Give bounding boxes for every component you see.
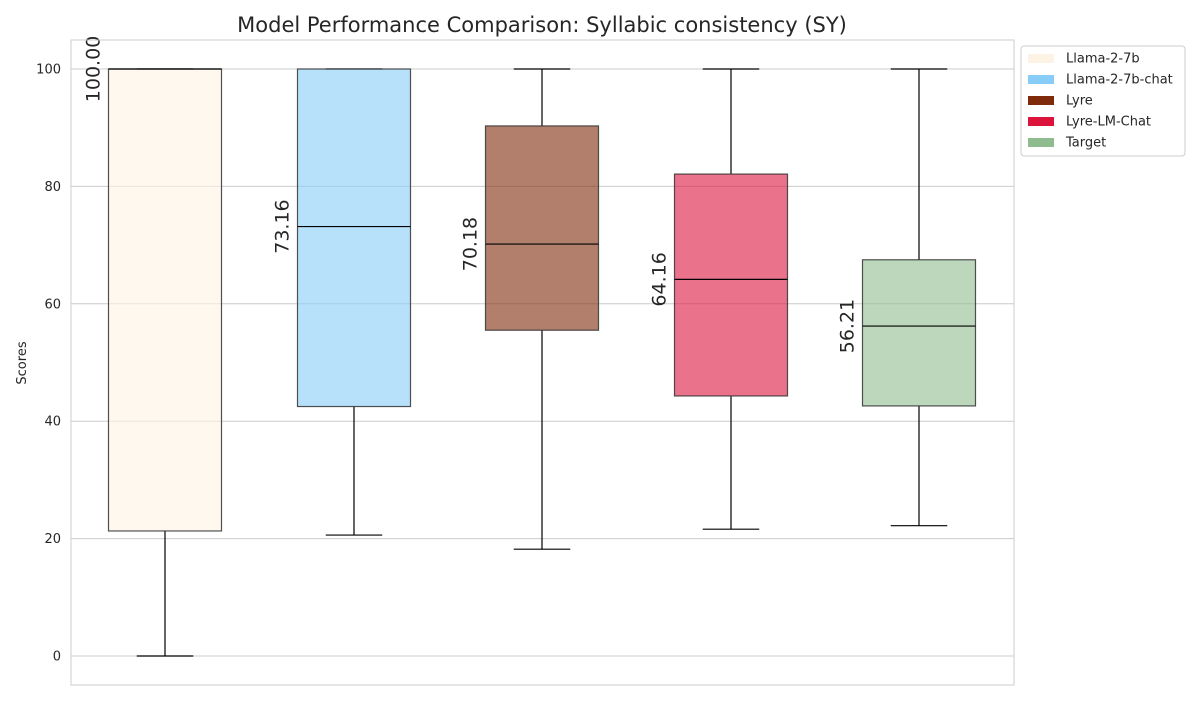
median-value-label: 100.00	[83, 36, 105, 102]
median-value-label: 56.21	[837, 299, 859, 353]
legend-item: Llama-2-7b-chat	[1028, 73, 1173, 88]
median-value-label: 64.16	[649, 252, 671, 306]
legend-item: Lyre-LM-Chat	[1028, 115, 1151, 130]
median-value-label: 70.18	[460, 217, 482, 271]
legend-label: Target	[1065, 136, 1106, 151]
legend-label: Lyre	[1066, 94, 1093, 109]
median-value-label: 73.16	[272, 199, 294, 253]
legend-label: Lyre-LM-Chat	[1066, 115, 1151, 130]
legend-swatch	[1028, 138, 1054, 147]
legend-item: Lyre	[1028, 94, 1093, 109]
legend-label: Llama-2-7b	[1066, 52, 1140, 67]
legend-swatch	[1028, 75, 1054, 84]
y-tick-label: 80	[44, 180, 61, 195]
y-tick-label: 60	[44, 297, 61, 312]
boxes-group: 100.00 73.16 70.18 64.16 56.21	[83, 36, 977, 657]
iqr-box	[484, 125, 600, 331]
iqr-box	[296, 68, 412, 408]
box-llama-2-7b-chat: 73.16	[272, 68, 412, 536]
box-target: 56.21	[837, 68, 977, 527]
y-axis-label: Scores	[15, 341, 30, 384]
legend-frame	[1020, 45, 1186, 157]
iqr-box	[861, 259, 977, 407]
legend-swatch	[1028, 54, 1054, 63]
chart-title: Model Performance Comparison: Syllabic c…	[237, 13, 847, 37]
iqr-box	[673, 173, 789, 397]
y-tick-label: 20	[44, 532, 61, 547]
y-tick-label: 100	[36, 63, 61, 78]
legend-swatch	[1028, 117, 1054, 126]
box-llama-2-7b: 100.00	[83, 36, 223, 657]
box-lyre: 70.18	[460, 68, 600, 550]
iqr-box	[107, 68, 223, 532]
legend-item: Target	[1028, 136, 1106, 151]
y-tick-label: 40	[44, 415, 61, 430]
y-tick-label: 0	[53, 650, 61, 665]
box-lyre-lm-chat: 64.16	[649, 68, 789, 530]
legend-label: Llama-2-7b-chat	[1066, 73, 1173, 88]
legend-swatch	[1028, 96, 1054, 105]
plot-frame	[70, 39, 1015, 686]
legend-item: Llama-2-7b	[1028, 52, 1140, 67]
legend: Llama-2-7b Llama-2-7b-chat Lyre Lyre-LM-Cha…	[1020, 45, 1186, 157]
